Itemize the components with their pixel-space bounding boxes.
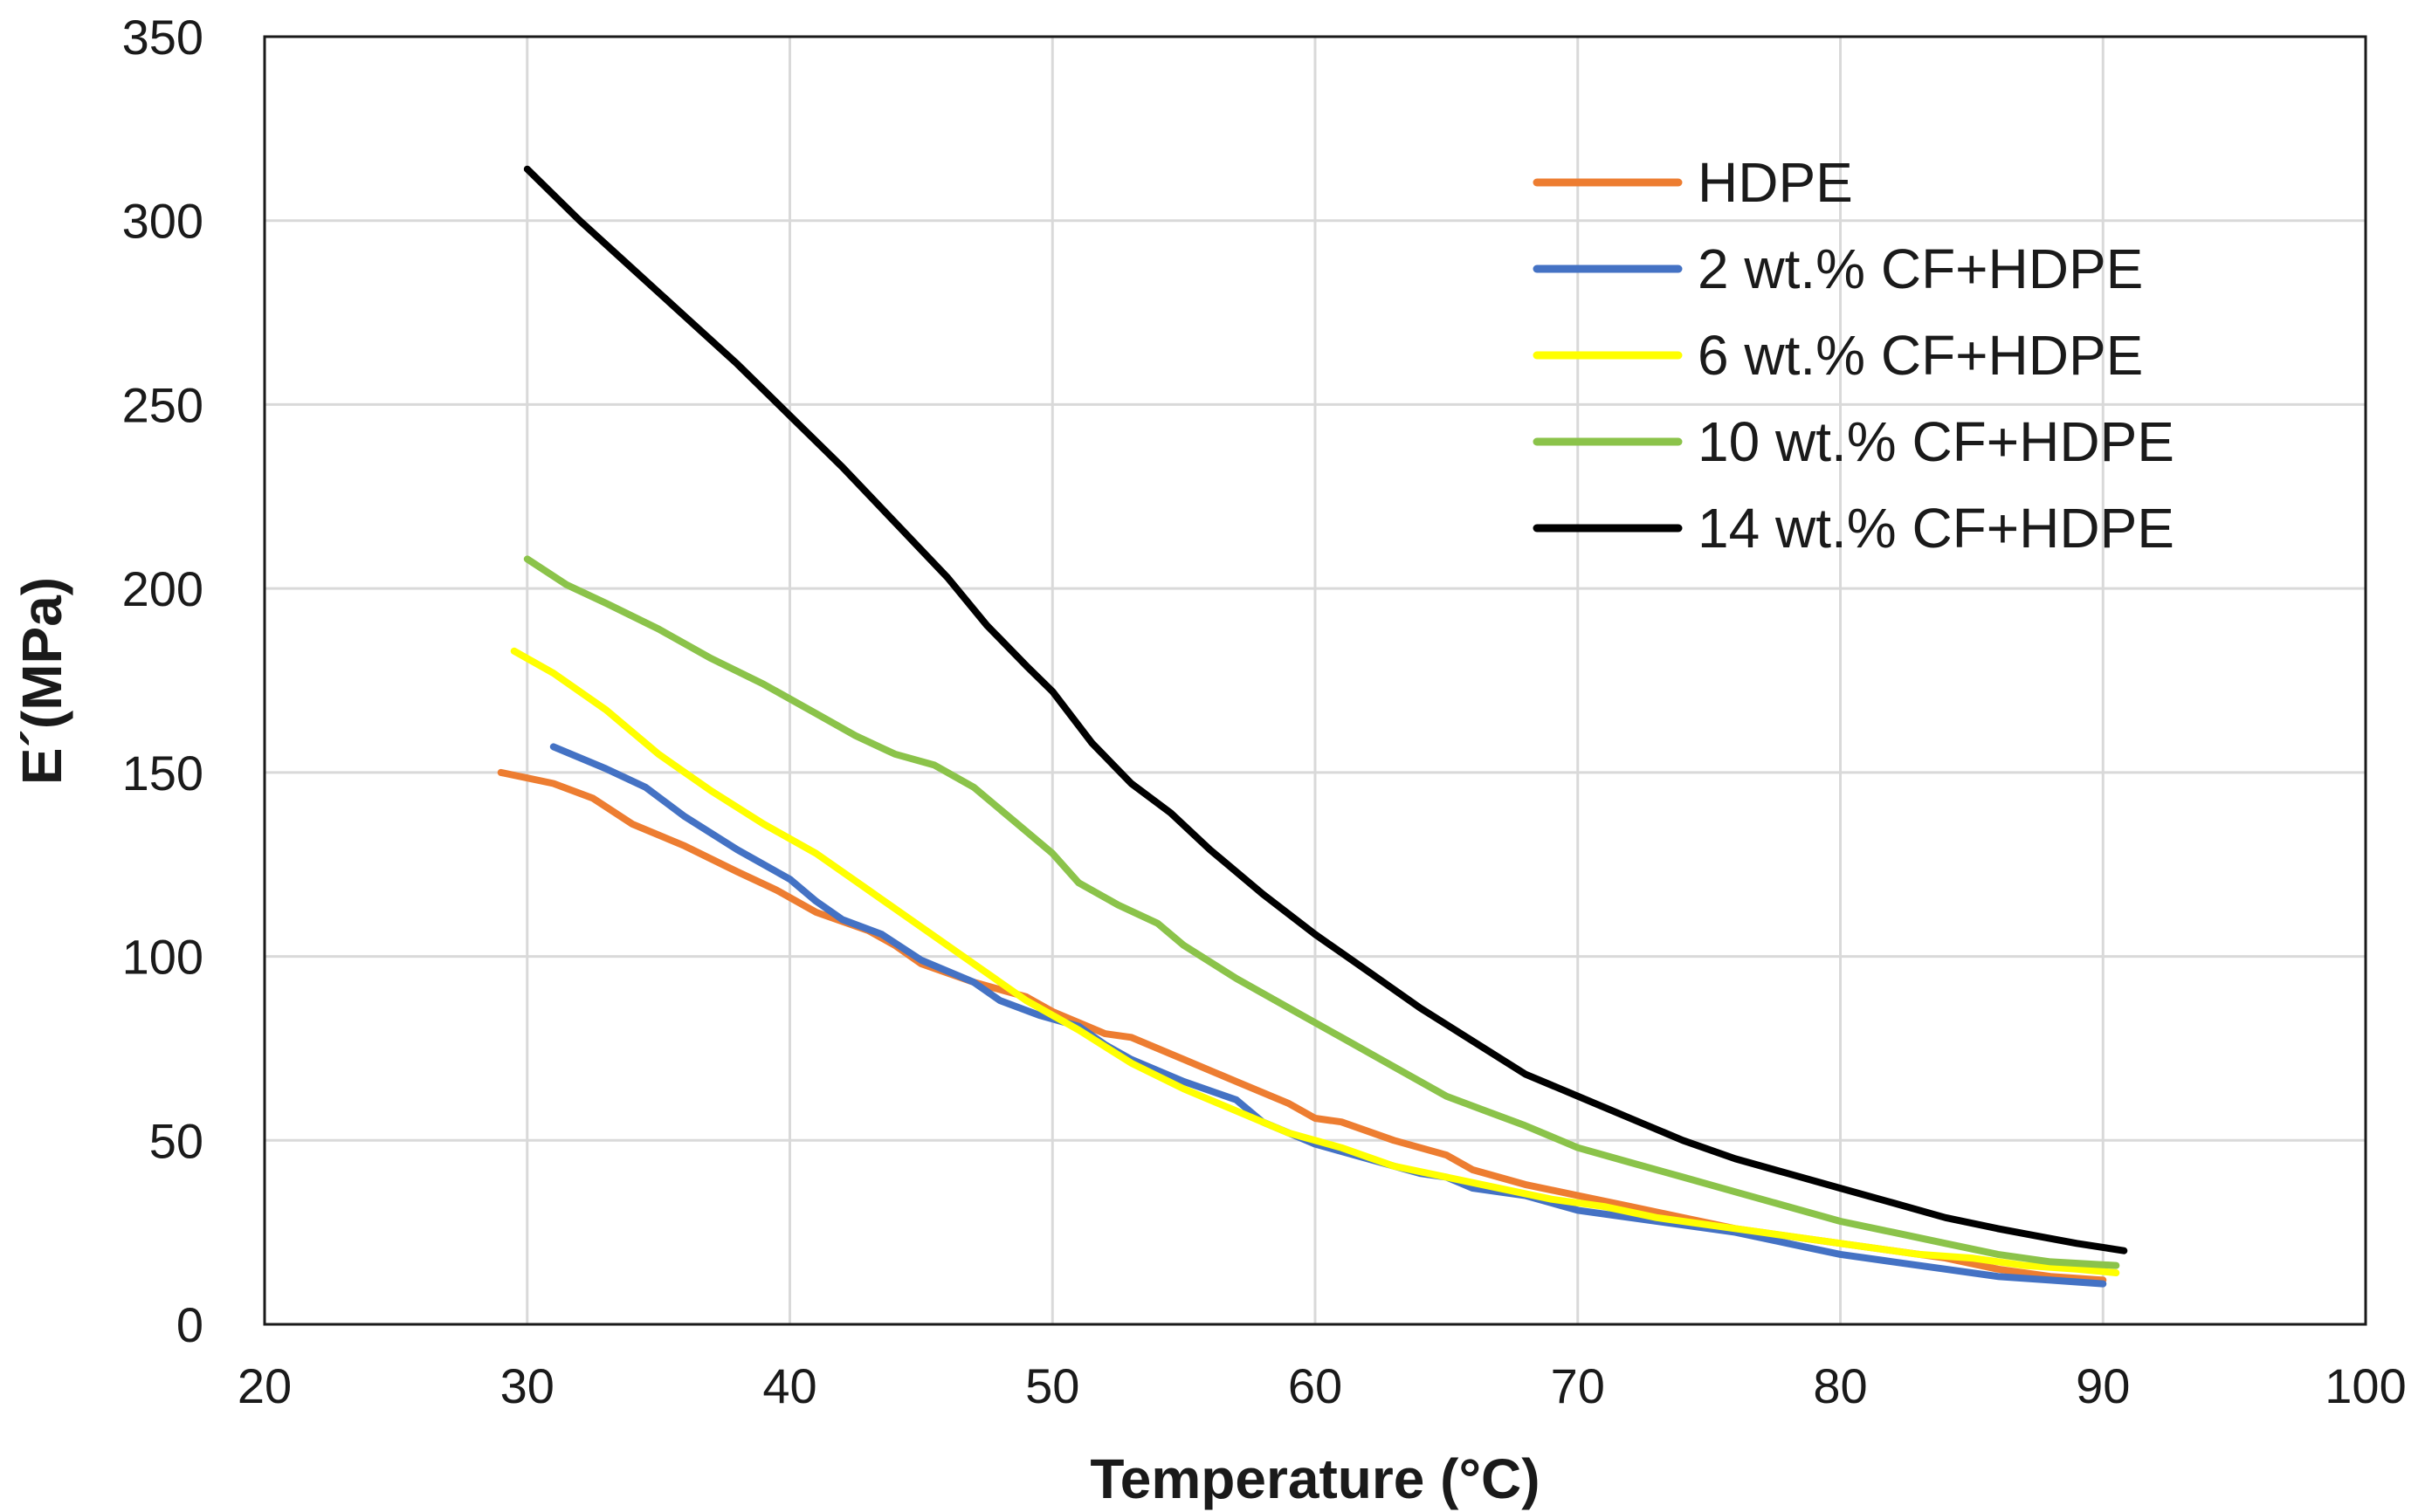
y-tick-label: 150 xyxy=(122,746,203,801)
y-axis-label: E´(MPa) xyxy=(10,577,73,785)
plot-frame xyxy=(263,35,2367,1326)
series-lines xyxy=(497,165,2128,1288)
gridlines xyxy=(263,35,2367,1326)
x-axis-ticks: 20 30 40 50 60 70 80 90 100 xyxy=(238,1358,2407,1413)
x-tick-label: 20 xyxy=(238,1358,292,1413)
y-tick-label: 0 xyxy=(176,1297,203,1352)
y-tick-label: 200 xyxy=(122,561,203,616)
x-tick-label: 70 xyxy=(1551,1358,1605,1413)
y-tick-label: 100 xyxy=(122,930,203,985)
x-tick-label: 60 xyxy=(1288,1358,1342,1413)
legend: HDPE 2 wt.% CF+HDPE 6 wt.% CF+HDPE 10 wt.% … xyxy=(1533,151,2174,560)
x-axis-label: Temperature (°C) xyxy=(1090,1447,1540,1510)
y-tick-label: 300 xyxy=(122,194,203,249)
series-line-2 xyxy=(549,743,2107,1288)
x-tick-label: 90 xyxy=(2076,1358,2130,1413)
x-tick-label: 30 xyxy=(500,1358,555,1413)
series-line-3 xyxy=(510,647,2120,1276)
legend-label: 6 wt.% CF+HDPE xyxy=(1698,324,2143,387)
y-tick-label: 350 xyxy=(122,10,203,65)
x-tick-label: 40 xyxy=(762,1358,816,1413)
series-line-5 xyxy=(523,165,2128,1254)
x-tick-label: 50 xyxy=(1025,1358,1079,1413)
y-tick-label: 50 xyxy=(149,1113,203,1168)
y-tick-label: 250 xyxy=(122,377,203,432)
legend-label: 10 wt.% CF+HDPE xyxy=(1698,410,2174,473)
y-axis-ticks: 0 50 100 150 200 250 300 350 xyxy=(122,10,203,1352)
x-tick-label: 100 xyxy=(2325,1358,2406,1413)
legend-label: 2 wt.% CF+HDPE xyxy=(1698,237,2143,300)
series-line-4 xyxy=(523,555,2120,1269)
x-tick-label: 80 xyxy=(1813,1358,1867,1413)
legend-label: HDPE xyxy=(1698,151,1853,214)
legend-label: 14 wt.% CF+HDPE xyxy=(1698,497,2174,560)
